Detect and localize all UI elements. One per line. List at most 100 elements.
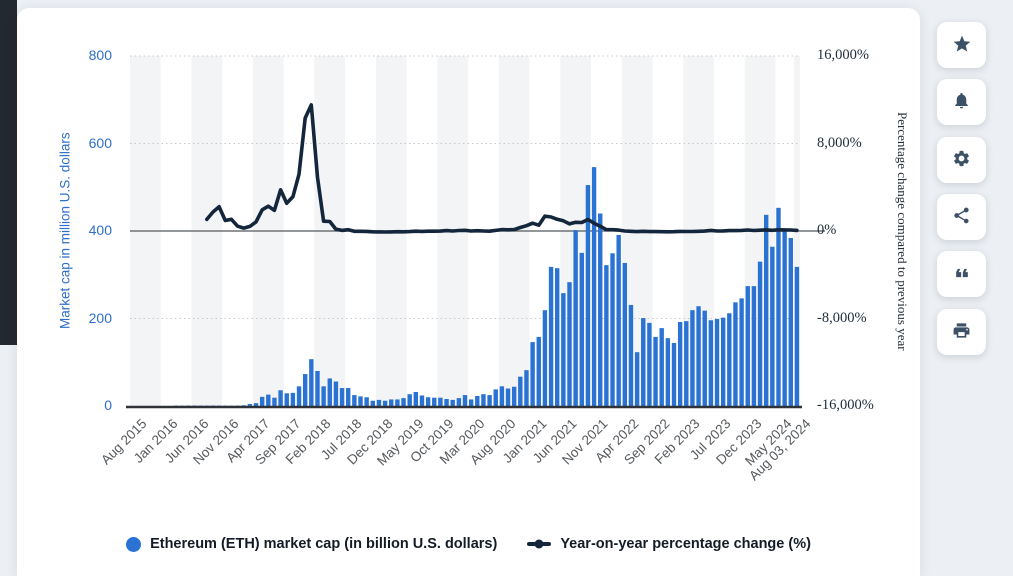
market-cap-bar <box>530 342 535 406</box>
market-cap-bar <box>567 282 572 406</box>
market-cap-bar <box>278 390 283 406</box>
market-cap-bar <box>622 262 628 406</box>
market-cap-bar <box>315 371 320 406</box>
market-cap-bar <box>628 304 634 406</box>
legend-item-market-cap[interactable]: Ethereum (ETH) market cap (in billion U.… <box>126 536 497 552</box>
market-cap-bar <box>505 388 511 406</box>
right-axis-tick: -8,000% <box>817 309 867 326</box>
print-icon <box>952 321 971 343</box>
quote-icon <box>952 263 972 286</box>
market-cap-bar <box>690 310 695 406</box>
market-cap-bar <box>548 266 554 406</box>
print-button[interactable] <box>937 309 986 355</box>
market-cap-bar <box>376 399 382 406</box>
line-series-marker-icon <box>527 539 552 549</box>
market-cap-bar <box>677 322 683 406</box>
market-cap-bar <box>536 336 541 406</box>
right-axis-tick: 16,000% <box>817 47 869 63</box>
market-cap-bar <box>739 298 744 406</box>
market-cap-bar <box>302 374 308 406</box>
right-axis-tick: 8,000% <box>817 134 862 151</box>
market-cap-bar <box>389 399 394 406</box>
market-cap-bar <box>309 359 314 406</box>
market-cap-bar <box>425 397 431 406</box>
gear-icon <box>952 149 971 171</box>
market-cap-bar <box>296 386 302 406</box>
yoy-change-line <box>205 103 799 234</box>
market-cap-bar <box>604 265 609 406</box>
market-cap-bar <box>487 395 492 406</box>
market-cap-bar <box>444 399 449 406</box>
market-cap-bar <box>247 404 253 406</box>
market-cap-bar <box>364 397 369 406</box>
market-cap-bar <box>370 400 375 406</box>
market-cap-bar <box>542 310 548 406</box>
bar-series-dot-icon <box>126 536 142 552</box>
left-axis-tick: 600 <box>88 134 112 151</box>
left-axis-title: Market cap in million U.S. dollars <box>57 132 73 330</box>
market-cap-bar <box>462 395 468 406</box>
market-cap-bar <box>450 399 455 406</box>
left-axis-tick: 0 <box>104 397 112 413</box>
left-axis-tick: 800 <box>88 47 112 63</box>
bell-icon <box>952 91 971 113</box>
market-cap-bar <box>579 252 584 406</box>
market-cap-bar <box>616 234 621 406</box>
page-backdrop-dark-edge <box>0 0 17 345</box>
market-cap-bar <box>770 246 775 406</box>
market-cap-bar <box>757 261 763 406</box>
market-cap-bar <box>456 398 462 406</box>
market-cap-bar <box>665 338 671 406</box>
market-cap-bar <box>333 381 339 406</box>
market-cap-bar <box>733 302 738 406</box>
legend: Ethereum (ETH) market cap (in billion U.… <box>17 531 920 557</box>
market-cap-bar <box>290 392 296 406</box>
market-cap-bar <box>413 392 419 406</box>
market-cap-bar <box>382 400 388 406</box>
market-cap-bar <box>284 393 289 406</box>
market-cap-bar <box>432 397 437 406</box>
market-cap-bar <box>241 405 246 406</box>
market-cap-bar <box>346 388 351 406</box>
legend-label-yoy-change: Year-on-year percentage change (%) <box>560 536 811 552</box>
market-cap-bar <box>727 313 732 406</box>
market-cap-bar <box>702 310 707 406</box>
market-cap-bar <box>518 376 523 406</box>
market-cap-bar <box>401 398 406 406</box>
market-cap-bar <box>708 320 714 406</box>
market-cap-bar <box>407 394 412 406</box>
market-cap-bar <box>782 231 787 406</box>
market-cap-bar <box>659 328 664 406</box>
legend-label-market-cap: Ethereum (ETH) market cap (in billion U.… <box>150 536 498 552</box>
market-cap-bar <box>714 318 720 406</box>
market-cap-bar <box>468 399 474 406</box>
market-cap-bar <box>751 286 757 406</box>
market-cap-bar <box>475 395 480 406</box>
market-cap-bar <box>763 214 769 406</box>
market-cap-bar <box>671 343 677 406</box>
market-cap-bar <box>634 352 640 406</box>
market-cap-bar <box>352 395 357 406</box>
market-cap-bar <box>266 394 271 406</box>
settings-button[interactable] <box>937 137 986 183</box>
notifications-button[interactable] <box>937 79 986 125</box>
market-cap-bar <box>610 253 615 406</box>
market-cap-bar <box>253 403 259 406</box>
left-axis-tick: 200 <box>88 309 112 326</box>
cite-button[interactable] <box>937 251 986 297</box>
right-axis-title: Percentage change compared to previous y… <box>895 111 910 351</box>
favorite-button[interactable] <box>937 22 986 68</box>
market-cap-bar <box>696 306 701 406</box>
market-cap-bar <box>524 370 529 406</box>
left-axis-tick: 400 <box>88 222 112 238</box>
market-cap-bar <box>591 167 597 406</box>
right-axis-tick: 0% <box>817 222 837 238</box>
market-cap-bar <box>272 397 277 406</box>
share-button[interactable] <box>937 194 986 240</box>
market-cap-bar <box>339 388 345 406</box>
legend-item-yoy-change[interactable]: Year-on-year percentage change (%) <box>527 536 811 552</box>
market-cap-bar <box>776 207 781 406</box>
market-cap-bar <box>720 317 726 406</box>
market-cap-bar <box>788 238 793 406</box>
